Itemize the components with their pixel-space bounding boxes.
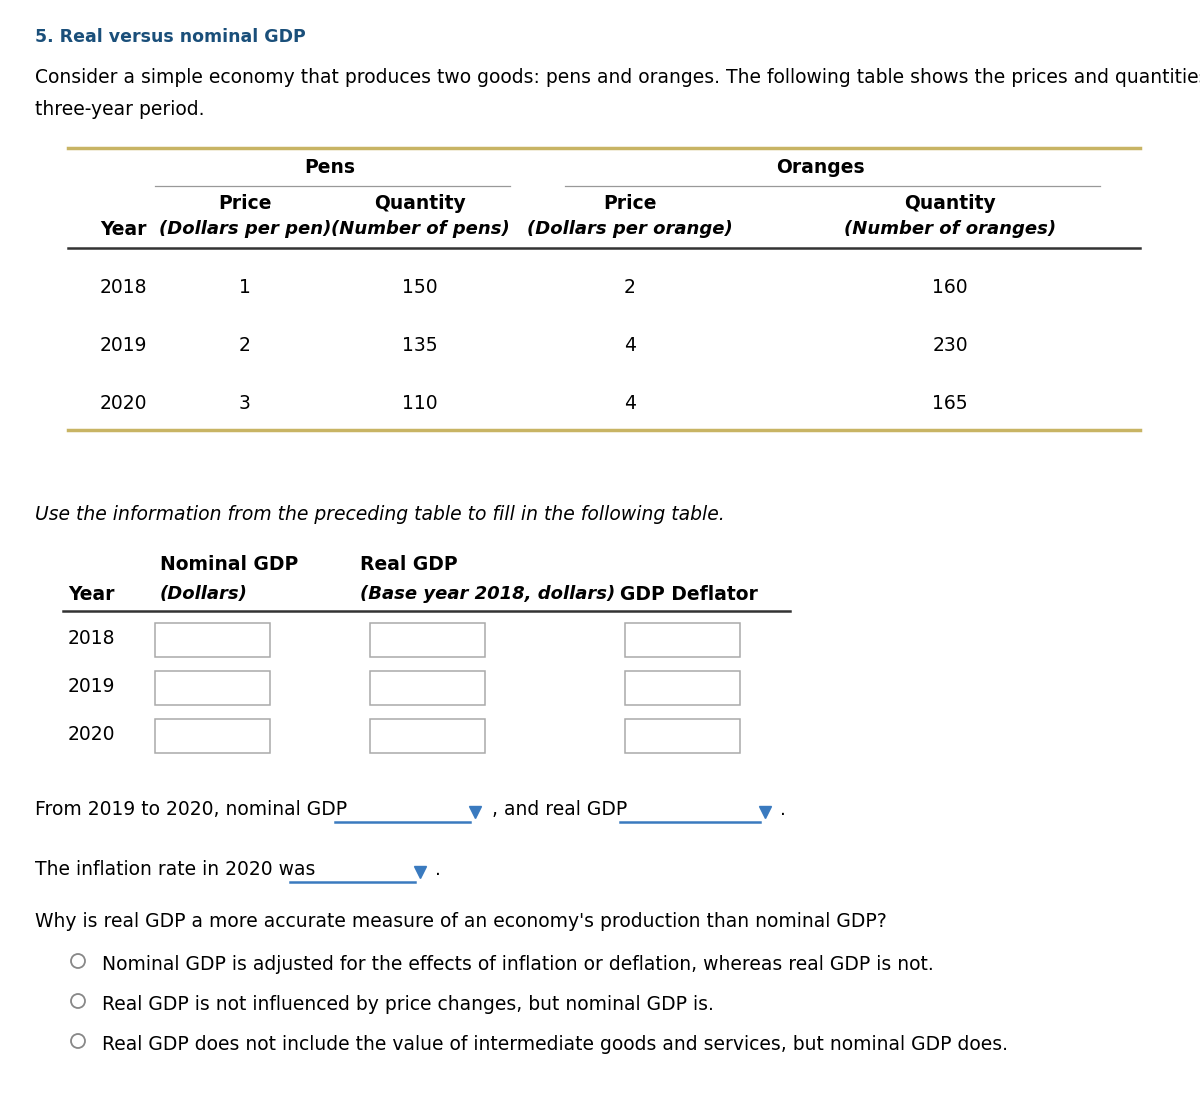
Text: From 2019 to 2020, nominal GDP: From 2019 to 2020, nominal GDP	[35, 800, 347, 819]
Bar	[155, 719, 270, 753]
Text: Why is real GDP a more accurate measure of an economy's production than nominal : Why is real GDP a more accurate measure …	[35, 912, 887, 931]
Text: 2020: 2020	[68, 724, 115, 744]
Text: Nominal GDP is adjusted for the effects of inflation or deflation, whereas real : Nominal GDP is adjusted for the effects …	[102, 955, 934, 974]
Text: (Dollars): (Dollars)	[160, 585, 248, 603]
Bar	[155, 671, 270, 705]
Text: (Dollars per pen): (Dollars per pen)	[158, 220, 331, 238]
Text: 2019: 2019	[68, 677, 115, 695]
Text: (Dollars per orange): (Dollars per orange)	[527, 220, 733, 238]
Text: Pens: Pens	[305, 158, 355, 177]
Text: Real GDP: Real GDP	[360, 555, 457, 574]
Text: Price: Price	[604, 194, 656, 213]
Text: Quantity: Quantity	[904, 194, 996, 213]
Text: , and real GDP: , and real GDP	[492, 800, 628, 819]
Text: 5. Real versus nominal GDP: 5. Real versus nominal GDP	[35, 29, 306, 46]
Text: 2020: 2020	[100, 394, 148, 412]
Text: The inflation rate in 2020 was: The inflation rate in 2020 was	[35, 860, 316, 879]
Text: Real GDP does not include the value of intermediate goods and services, but nomi: Real GDP does not include the value of i…	[102, 1034, 1008, 1054]
Text: Quantity: Quantity	[374, 194, 466, 213]
Text: 4: 4	[624, 394, 636, 412]
Text: Consider a simple economy that produces two goods: pens and oranges. The followi: Consider a simple economy that produces …	[35, 68, 1200, 87]
Bar	[625, 623, 740, 657]
Bar	[625, 671, 740, 705]
Text: Real GDP is not influenced by price changes, but nominal GDP is.: Real GDP is not influenced by price chan…	[102, 995, 714, 1014]
Text: three-year period.: three-year period.	[35, 100, 204, 118]
Text: 150: 150	[402, 278, 438, 297]
Text: 165: 165	[932, 394, 968, 412]
Bar	[625, 719, 740, 753]
Text: 2: 2	[239, 336, 251, 355]
Text: 2: 2	[624, 278, 636, 297]
Text: Nominal GDP: Nominal GDP	[160, 555, 299, 574]
Text: 1: 1	[239, 278, 251, 297]
Text: 110: 110	[402, 394, 438, 412]
Text: 2019: 2019	[100, 336, 148, 355]
Bar	[370, 623, 485, 657]
Bar	[370, 719, 485, 753]
Text: 4: 4	[624, 336, 636, 355]
Text: 160: 160	[932, 278, 968, 297]
Text: GDP Deflator: GDP Deflator	[620, 585, 758, 604]
Text: (Number of oranges): (Number of oranges)	[844, 220, 1056, 238]
Text: Price: Price	[218, 194, 271, 213]
Text: .: .	[436, 860, 440, 879]
Text: (Base year 2018, dollars): (Base year 2018, dollars)	[360, 585, 616, 603]
Text: Year: Year	[68, 585, 114, 604]
Text: .: .	[780, 800, 786, 819]
Text: 2018: 2018	[68, 629, 115, 647]
Bar	[370, 671, 485, 705]
Text: 2018: 2018	[100, 278, 148, 297]
Text: Use the information from the preceding table to fill in the following table.: Use the information from the preceding t…	[35, 505, 725, 524]
Text: 3: 3	[239, 394, 251, 412]
Text: 230: 230	[932, 336, 968, 355]
Text: 135: 135	[402, 336, 438, 355]
Text: (Number of pens): (Number of pens)	[331, 220, 509, 238]
Text: Oranges: Oranges	[775, 158, 864, 177]
Text: Year: Year	[100, 220, 146, 239]
Bar	[155, 623, 270, 657]
